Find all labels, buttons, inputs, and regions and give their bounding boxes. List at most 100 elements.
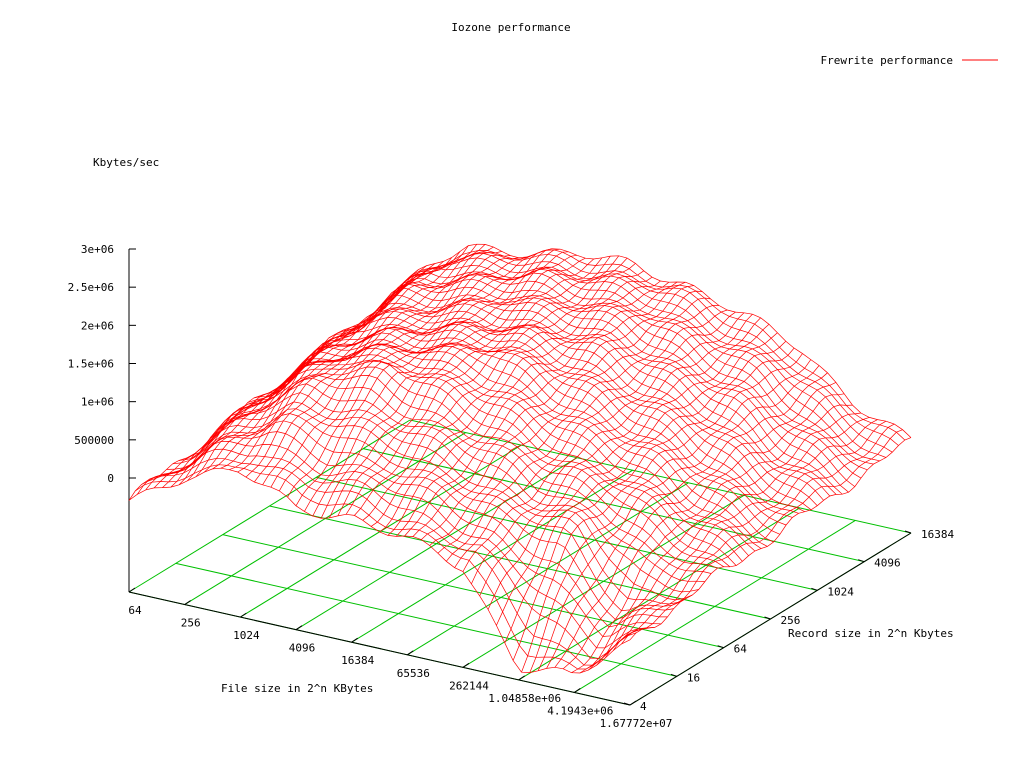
x-tick-label-7: 1.04858e+06: [488, 692, 561, 705]
surface-line-record-17: [234, 354, 737, 566]
surface-line-file-55: [588, 417, 870, 671]
surface-line-record-3: [147, 448, 649, 659]
x-axis-label: File size in 2^n KBytes: [221, 682, 373, 695]
x-tick-label-1: 256: [181, 617, 201, 630]
surface-line-file-33: [404, 281, 686, 537]
surface-line-file-17: [270, 248, 553, 488]
surface-line-file-25: [337, 255, 620, 517]
surface-line-file-58: [613, 423, 895, 651]
surface-line-record-43: [397, 251, 899, 446]
grid-line-record-3: [269, 505, 771, 620]
z-tick-label-0: 0: [107, 472, 114, 485]
surface-line-record-9: [185, 401, 687, 605]
surface-line-file-19: [287, 251, 569, 498]
y-tick-label-2: 64: [734, 643, 748, 656]
surface-line-record-34: [341, 287, 843, 495]
surface-line-record-14: [216, 366, 718, 569]
grid-line-record-6: [409, 419, 912, 534]
z-axis-label: Kbytes/sec: [93, 156, 159, 169]
x-tick-label-2: 1024: [233, 629, 260, 642]
surface-line-record-16: [228, 359, 731, 568]
surface-line-file-46: [512, 347, 795, 661]
surface-line-record-18: [241, 347, 743, 562]
z-tick-label-2: 1e+06: [81, 396, 114, 409]
grid-line-record-5: [363, 448, 865, 563]
surface-line-file-20: [295, 254, 578, 506]
z-tick-label-5: 2.5e+06: [68, 281, 114, 294]
x-tick-mark-8: [574, 688, 581, 693]
surface-line-record-33: [334, 294, 837, 495]
surface-line-record-21: [259, 343, 762, 549]
surface-line-file-27: [354, 263, 636, 516]
z-tick-label-1: 500000: [74, 434, 114, 447]
y-tick-label-3: 256: [781, 614, 801, 627]
surface-line-record-42: [391, 253, 893, 453]
surface-line-record-32: [328, 299, 831, 497]
x-tick-mark-1: [184, 600, 191, 605]
x-tick-label-6: 262144: [449, 679, 489, 692]
surface-line-file-31: [387, 281, 670, 536]
surface-line-file-14: [245, 256, 528, 478]
surface-line-file-26: [345, 257, 628, 515]
surface-line-file-41: [471, 313, 753, 585]
surface-line-file-45: [504, 341, 787, 644]
y-tick-mark-1: [670, 673, 677, 677]
surface-line-file-44: [496, 332, 778, 626]
surface-line-record-29: [309, 310, 812, 511]
surface-line-file-39: [454, 311, 736, 568]
surface-line-file-8: [195, 243, 478, 478]
axes: 64 256 1024 4096 16384 65536 2621441.04858e+06…: [68, 243, 955, 730]
surface-line-record-2: [141, 457, 643, 666]
surface-line-file-48: [529, 359, 812, 673]
surface-line-record-13: [209, 375, 712, 574]
y-tick-mark-2: [717, 645, 724, 649]
surface-line-file-30: [379, 280, 661, 533]
grid-line-record-1: [175, 562, 677, 677]
surface-line-record-20: [253, 343, 756, 552]
surface-line-file-35: [421, 290, 703, 540]
y-tick-mark-5: [858, 559, 865, 563]
y-tick-label-4: 1024: [827, 585, 854, 598]
y-tick-mark-6: [904, 530, 912, 534]
surface-line-record-30: [316, 308, 818, 506]
x-tick-mark-0: [128, 587, 136, 593]
surface-line-record-36: [353, 278, 856, 487]
surface-line-record-4: [153, 441, 656, 649]
x-tick-label-4: 16384: [341, 654, 374, 667]
surface-line-file-32: [395, 281, 678, 537]
surface-line-file-47: [521, 353, 803, 673]
x-axis-line: [128, 591, 631, 706]
surface-line-file-10: [212, 246, 494, 470]
surface-line-record-7: [172, 413, 674, 620]
surface-line-file-15: [254, 253, 536, 483]
surface-line-file-43: [487, 324, 770, 610]
surface-line-file-36: [429, 297, 711, 546]
surface-line-file-9: [203, 244, 486, 473]
surface-line-file-28: [362, 270, 644, 521]
legend-entry-label: Frewrite performance: [821, 54, 953, 67]
surface-line-file-60: [629, 437, 912, 641]
x-tick-mark-7: [518, 675, 525, 681]
surface-line-file-24: [329, 255, 611, 519]
surface-line-record-31: [322, 303, 824, 501]
surface-line-record-38: [366, 272, 868, 471]
x-tick-mark-2: [240, 612, 247, 618]
y-tick-label-1: 16: [687, 671, 700, 684]
surface-line-record-23: [272, 332, 774, 543]
surface-line-record-26: [291, 323, 793, 518]
surface-line-record-15: [222, 360, 724, 567]
surface-line-file-23: [320, 257, 603, 519]
surface-line-file-53: [571, 404, 853, 674]
surface-line-file-49: [537, 365, 820, 671]
x-tick-mark-3: [295, 625, 303, 631]
surface-line-file-21: [304, 257, 586, 512]
surface-line-record-8: [178, 408, 681, 612]
surface-line-record-24: [278, 327, 781, 535]
surface-line-record-40: [378, 265, 880, 462]
z-tick-label-6: 3e+06: [81, 243, 114, 256]
surface-mesh: [128, 243, 912, 674]
surface-line-record-27: [297, 321, 799, 514]
y-tick-label-5: 4096: [874, 557, 901, 570]
